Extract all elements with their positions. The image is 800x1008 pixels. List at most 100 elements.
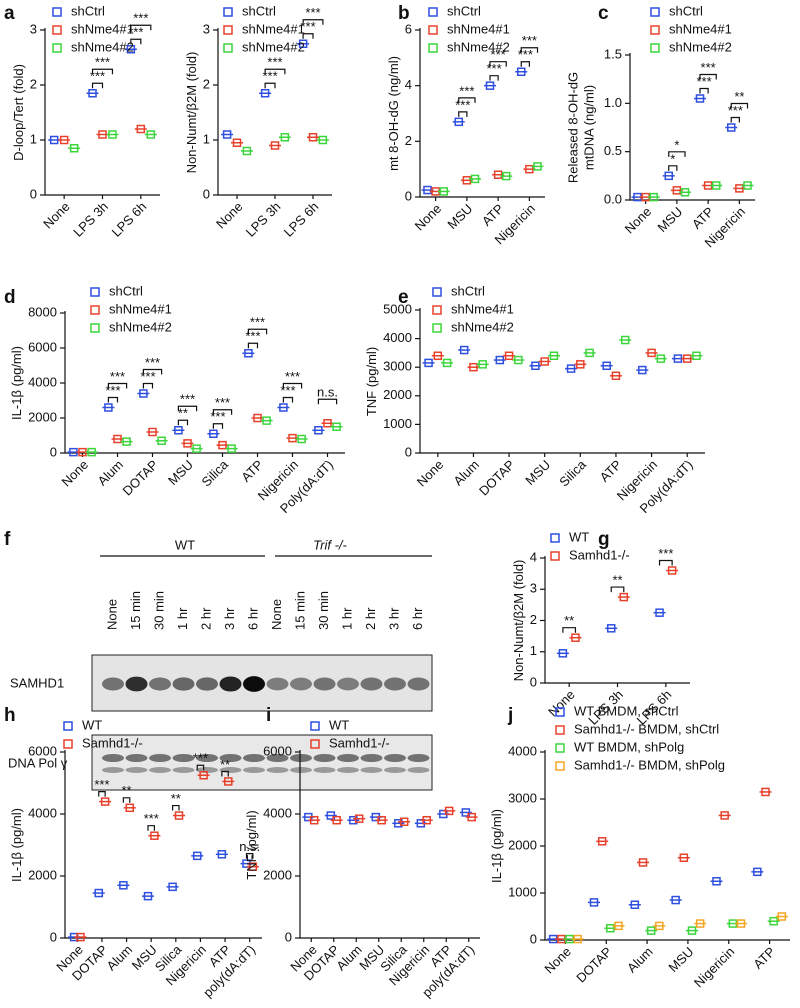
dot: [433, 351, 443, 361]
significance-label: ***: [245, 329, 260, 344]
lane-label: 15 min: [128, 591, 143, 630]
legend-swatch: [52, 7, 62, 17]
significance-label: **: [171, 791, 181, 806]
dot: [470, 174, 480, 184]
significance-bracket: [562, 627, 577, 633]
y-tick-label: 1: [530, 643, 537, 658]
dot: [183, 439, 192, 448]
legend-swatch: [650, 43, 660, 53]
lane-label: 6 hr: [410, 607, 425, 630]
significance-bracket: [172, 804, 180, 811]
dot: [98, 130, 107, 139]
dot: [424, 358, 433, 368]
significance-bracket: [98, 791, 106, 797]
y-tick-label: 1: [30, 131, 37, 146]
dot: [168, 882, 177, 892]
dot: [279, 403, 288, 412]
x-tick-label: LPS 6h: [109, 199, 150, 240]
band: [266, 767, 289, 773]
x-tick-label: ATP: [597, 457, 625, 485]
significance-bracket: [91, 82, 104, 89]
legend-label: shNme4#2: [447, 39, 510, 54]
legend-label: shNme4#1: [669, 21, 732, 36]
blot-row-label: DNA Pol γ: [8, 755, 68, 770]
band: [407, 677, 430, 691]
dot: [326, 811, 336, 820]
legend-label: WT: [329, 717, 349, 732]
y-tick-label: 6000: [28, 743, 57, 758]
dot: [87, 447, 96, 457]
band: [125, 676, 148, 692]
legend-swatch: [650, 7, 660, 17]
dot: [349, 815, 358, 825]
y-tick-label: 5000: [383, 301, 412, 316]
blot-row-label: SAMHD1: [10, 675, 64, 690]
dot: [394, 819, 403, 828]
panel-letter: j: [507, 705, 513, 726]
dot: [667, 566, 677, 575]
dot: [332, 815, 341, 825]
significance-label: ***: [133, 11, 148, 26]
dot: [695, 919, 705, 928]
significance-label: ***: [280, 383, 295, 398]
legend-label: shCtrl: [109, 283, 143, 298]
dot: [469, 362, 478, 372]
y-tick-label: 2000: [28, 867, 57, 882]
dot: [100, 797, 110, 806]
x-tick-label: Alum: [94, 457, 126, 489]
legend-swatch: [432, 305, 442, 315]
dot: [174, 426, 183, 435]
dot: [517, 67, 526, 76]
x-tick-label: None: [414, 457, 447, 490]
significance-bracket: [107, 396, 119, 403]
significance-label: **: [612, 573, 622, 588]
x-tick-label: Alum: [104, 942, 136, 974]
dot: [619, 592, 629, 602]
legend-swatch: [428, 43, 438, 53]
lane-label: 30 min: [151, 591, 166, 630]
dot: [224, 777, 233, 786]
y-tick-label: 0: [203, 186, 210, 201]
band: [266, 754, 289, 762]
dot: [298, 39, 308, 48]
significance-bracket: [130, 38, 142, 45]
dot: [585, 348, 594, 358]
dot: [157, 436, 166, 445]
dot: [280, 133, 290, 142]
y-axis-label: IL-1β (pg/ml): [9, 346, 24, 420]
significance-label: ***: [215, 395, 230, 410]
dot: [638, 858, 648, 867]
panel-letter: d: [4, 287, 16, 308]
dot: [712, 181, 721, 190]
band: [313, 767, 336, 773]
legend-label: WT BMDM, shPolg: [574, 739, 684, 754]
dot: [727, 123, 736, 132]
dot: [122, 437, 131, 446]
significance-label: **: [734, 89, 744, 104]
band: [172, 767, 195, 773]
y-tick-label: 0: [530, 674, 537, 689]
dot: [679, 853, 689, 862]
y-tick-label: 1: [203, 131, 210, 146]
dot: [687, 926, 697, 935]
dot: [525, 164, 534, 174]
dot: [150, 831, 159, 840]
dot: [108, 130, 117, 139]
y-tick-label: 3: [30, 21, 37, 36]
legend-swatch: [555, 743, 565, 753]
legend-label: shNme4#1: [447, 21, 510, 36]
y-tick-label: 4000: [383, 330, 412, 345]
y-tick-label: 2: [203, 76, 210, 91]
band: [196, 754, 218, 762]
significance-bracket: [142, 368, 163, 375]
legend-label: Samhd1-/-: [329, 735, 390, 750]
dot: [126, 45, 136, 54]
significance-bracket: [264, 82, 276, 89]
legend-label: shNme4#1: [109, 301, 172, 316]
legend-label: shNme4#1: [451, 301, 514, 316]
band: [172, 677, 195, 691]
dot: [222, 130, 232, 139]
dot: [606, 924, 615, 933]
legend-label: shNme4#1: [242, 21, 305, 36]
axis: [544, 750, 790, 941]
